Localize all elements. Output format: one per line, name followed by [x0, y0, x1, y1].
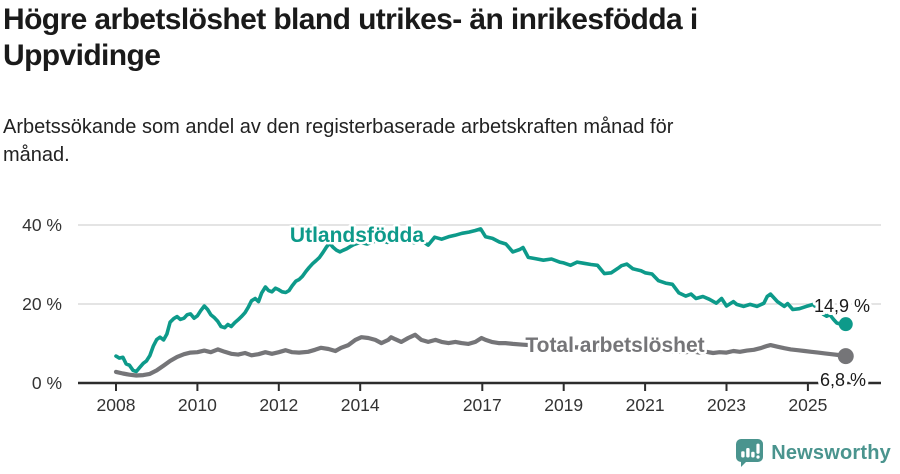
chart-subtitle: Arbetssökande som andel av den registerb…: [3, 116, 674, 166]
series-label: Utlandsfödda: [290, 224, 424, 247]
series-end-dot: [837, 348, 854, 365]
x-tick-label: 2008: [97, 395, 136, 415]
series-end-dot: [838, 317, 853, 332]
x-tick-label: 2019: [544, 395, 583, 415]
y-tick-label: 0 %: [32, 373, 62, 393]
x-tick-label: 2025: [788, 395, 827, 415]
end-value-label: 6,8 %: [820, 370, 866, 390]
x-tick-label: 2021: [626, 395, 665, 415]
x-tick-label: 2010: [178, 395, 217, 415]
page-title: Högre arbetslöshet bland utrikes- än inr…: [3, 3, 698, 72]
x-tick-label: 2012: [259, 395, 298, 415]
newsworthy-logo-icon: [736, 439, 764, 467]
series-label: Total arbetslöshet: [525, 334, 704, 357]
brand-footer: Newsworthy: [736, 439, 891, 467]
line-chart: 2008 2010 2012 2014 2017 2019 2021 2023 2025 0 % 2…: [22, 215, 881, 415]
x-tick-label: 2017: [463, 395, 502, 415]
x-tick-label: 2023: [707, 395, 746, 415]
y-tick-label: 20 %: [22, 294, 62, 314]
series-line-utlandsfodda: [114, 227, 848, 374]
y-tick-label: 40 %: [22, 215, 62, 235]
series-line-total: [113, 332, 848, 378]
end-value-label: 14,9 %: [814, 296, 870, 316]
brand-name: Newsworthy: [771, 441, 891, 464]
x-tick-label: 2014: [341, 395, 380, 415]
